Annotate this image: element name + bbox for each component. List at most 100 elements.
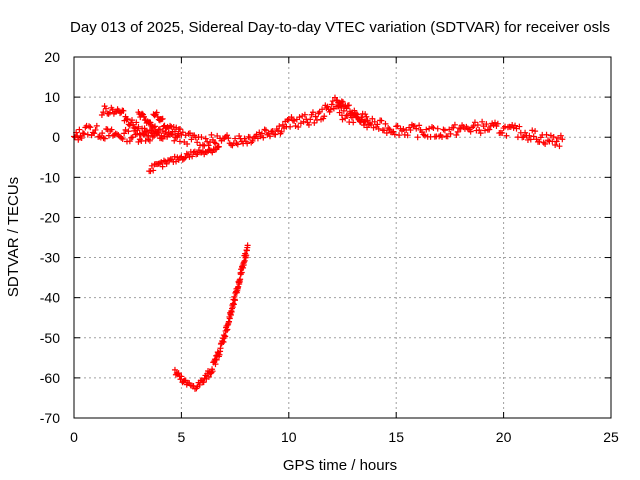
x-axis-label: GPS time / hours [283,457,397,474]
x-tick-label: 0 [70,429,78,445]
data-point [244,242,251,249]
data-point [408,121,415,128]
data-point [307,116,314,123]
data-point [184,141,191,148]
data-point [183,150,190,157]
data-point [179,129,186,136]
data-point [343,105,350,112]
data-point [467,128,474,135]
data-point [430,124,437,131]
data-point [543,131,550,138]
data-point [522,129,529,136]
data-point [131,124,138,131]
x-tick-label: 10 [281,429,297,445]
data-point [119,135,126,142]
data-point [141,125,148,132]
data-point [163,160,170,167]
data-point [234,141,241,148]
data-point [194,139,201,146]
data-point [390,128,397,135]
data-point [209,149,216,156]
data-point [385,124,392,131]
series-deep-arc [171,242,251,392]
data-point [130,121,137,128]
data-point [474,122,481,129]
data-point [159,163,166,170]
data-point [441,127,448,134]
data-point [159,127,166,134]
data-point [381,127,388,134]
x-tick-label: 15 [388,429,404,445]
data-point [233,140,240,147]
data-point [471,119,478,126]
data-point [276,123,283,130]
data-point [477,130,484,137]
data-point [305,121,312,128]
data-point [125,128,132,135]
data-point [171,137,178,144]
data-point [312,113,319,120]
data-point [382,120,389,127]
data-point [447,130,454,137]
data-point [241,257,248,264]
chart-title: Day 013 of 2025, Sidereal Day-to-day VTE… [70,19,610,36]
data-point [153,109,160,116]
data-point [319,106,326,113]
data-point [106,109,113,116]
data-point [351,107,358,114]
data-point [181,155,188,162]
data-point [500,125,507,132]
data-point [386,126,393,133]
data-point [121,130,128,137]
data-point [407,127,414,134]
data-point [84,131,91,138]
data-point [135,123,142,130]
data-point [145,132,152,139]
y-tick-label: 20 [44,49,60,65]
data-point [396,132,403,139]
data-point [362,118,369,125]
data-point [124,116,131,123]
data-point [208,131,215,138]
data-point [309,109,316,116]
data-point [339,99,346,106]
y-tick-label: -60 [40,370,60,386]
data-point [526,132,533,139]
data-point [296,114,303,121]
series-negative-arc [146,143,222,175]
data-point [101,135,108,142]
data-point [171,366,178,373]
data-point [492,119,499,126]
data-point [383,129,390,136]
data-point [237,276,244,283]
plot-frame [73,56,612,419]
data-point [423,126,430,133]
data-point [369,115,376,122]
data-point [188,136,195,143]
x-tick-label: 20 [496,429,512,445]
data-point [414,134,421,141]
data-point [78,135,85,142]
data-point [140,113,147,120]
data-point [220,339,227,346]
data-point [486,126,493,133]
data-point [205,373,212,380]
data-point [321,113,328,120]
data-point [262,127,269,134]
data-point [118,134,125,141]
y-axis-label: SDTVAR / TECUs [5,177,22,297]
data-point [260,134,267,141]
data-point [292,122,299,129]
data-point [212,361,219,368]
data-point [520,133,527,140]
data-point [147,168,154,175]
data-point [196,381,203,388]
data-point [279,121,286,128]
data-point [256,129,263,136]
x-tick-label: 5 [178,429,186,445]
data-point [553,138,560,145]
data-point [295,123,302,130]
data-point [552,142,559,149]
data-point [329,98,336,105]
data-point [174,132,181,139]
